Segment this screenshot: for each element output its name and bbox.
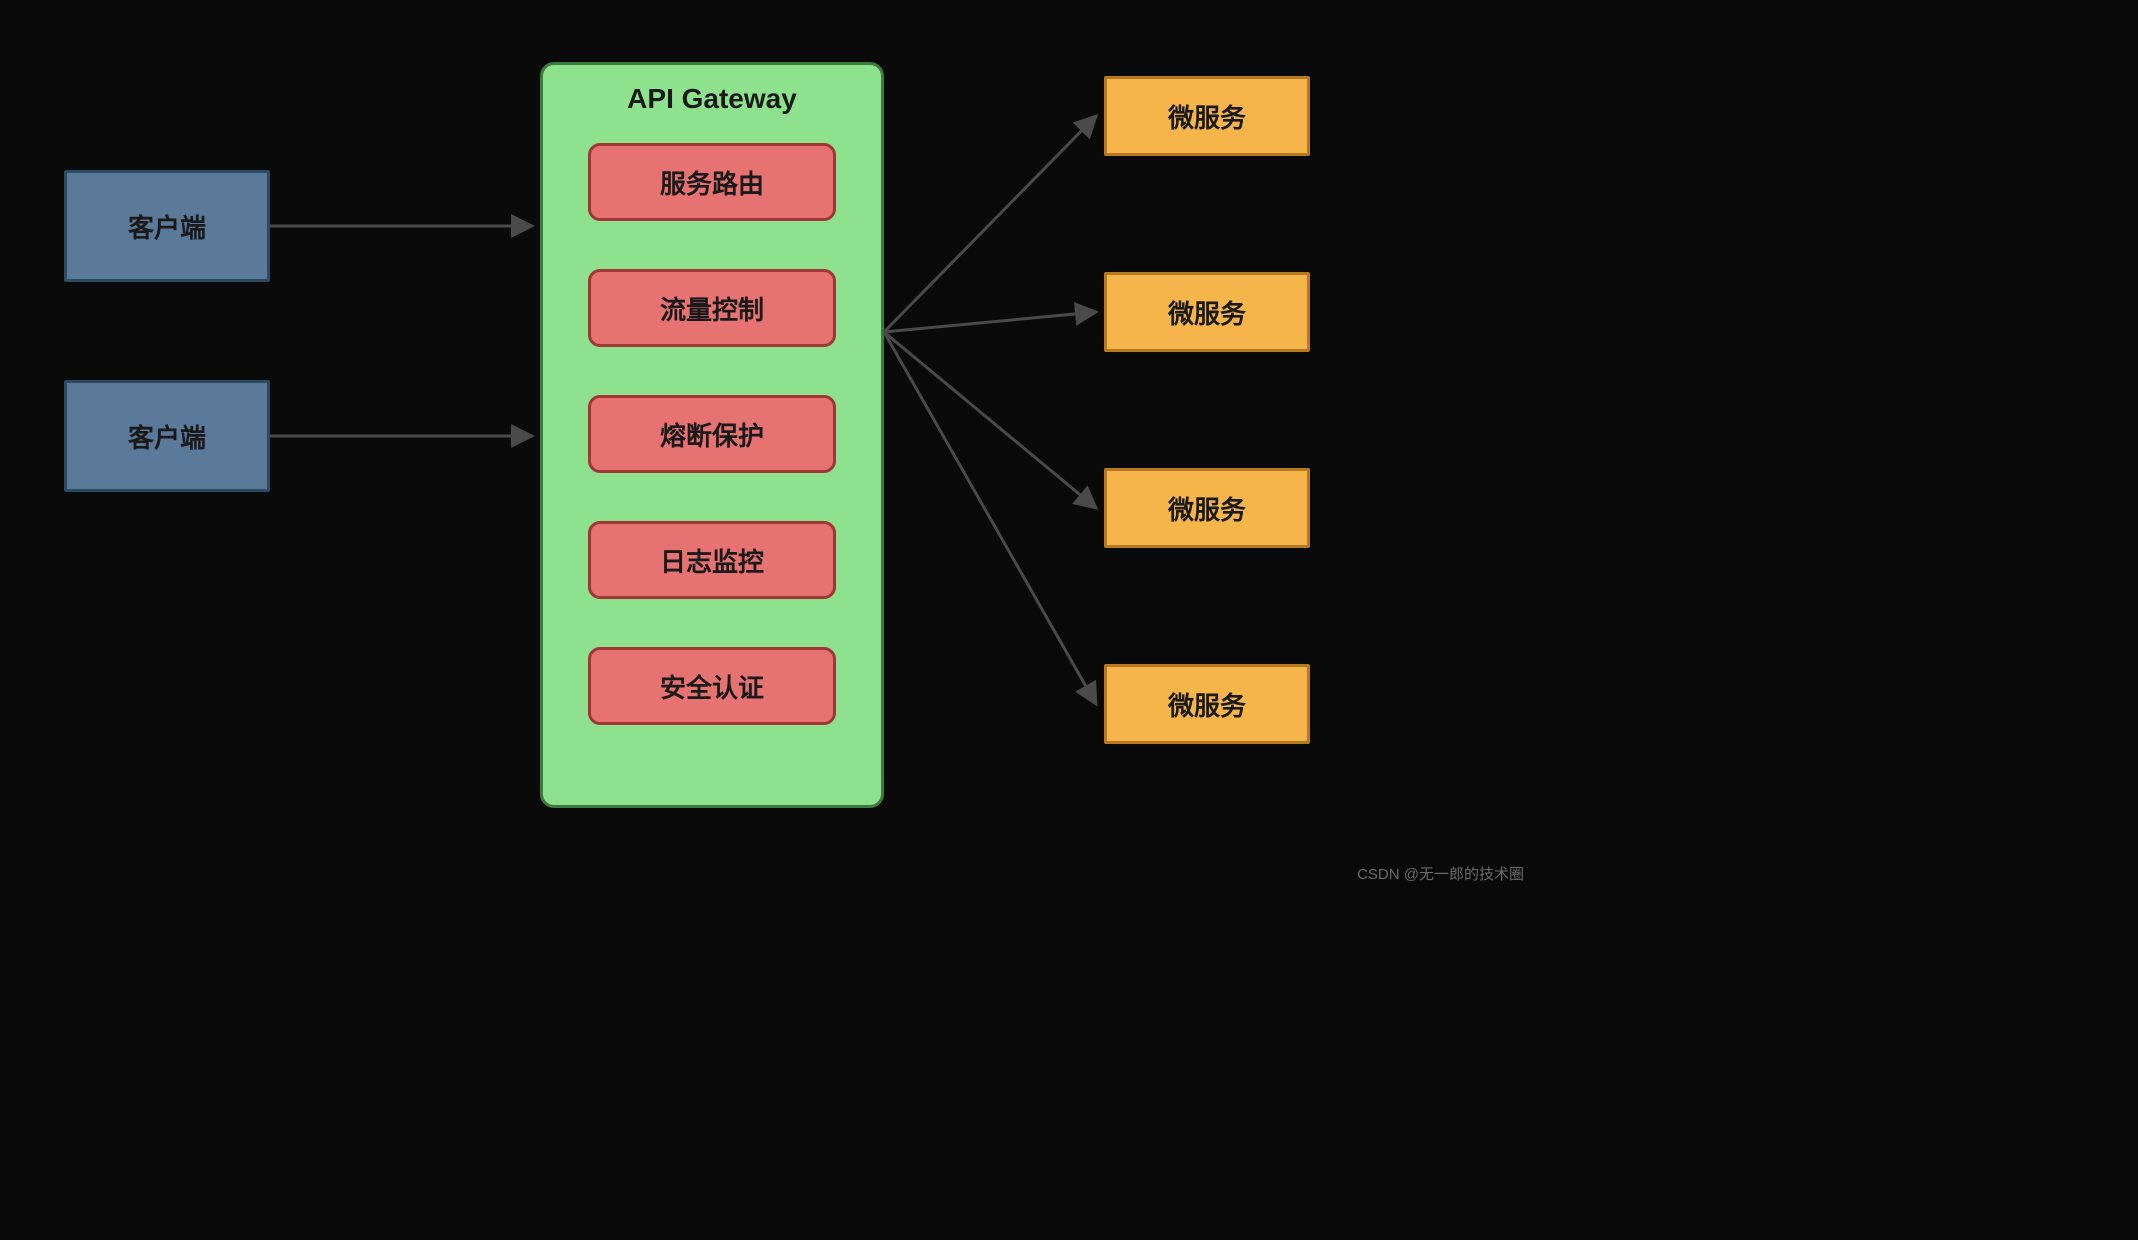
feature-traffic-control: 流量控制 [588, 269, 836, 347]
feature-label: 流量控制 [660, 290, 764, 327]
microservice-box: 微服务 [1104, 76, 1310, 156]
feature-label: 熔断保护 [660, 416, 764, 453]
edge-gateway-service [884, 332, 1096, 508]
feature-security: 安全认证 [588, 647, 836, 725]
service-label: 微服务 [1168, 294, 1246, 331]
service-label: 微服务 [1168, 686, 1246, 723]
feature-circuit-breaker: 熔断保护 [588, 395, 836, 473]
feature-label: 服务路由 [660, 164, 764, 201]
api-gateway-container: API Gateway 服务路由 流量控制 熔断保护 日志监控 安全认证 [540, 62, 884, 808]
feature-logging: 日志监控 [588, 521, 836, 599]
client-box: 客户端 [64, 170, 270, 282]
edge-gateway-service [884, 312, 1096, 332]
feature-label: 日志监控 [660, 542, 764, 579]
feature-routing: 服务路由 [588, 143, 836, 221]
edge-gateway-service [884, 332, 1096, 704]
client-box: 客户端 [64, 380, 270, 492]
feature-label: 安全认证 [660, 668, 764, 705]
client-label: 客户端 [128, 208, 206, 245]
service-label: 微服务 [1168, 98, 1246, 135]
edge-gateway-service [884, 116, 1096, 332]
microservice-box: 微服务 [1104, 272, 1310, 352]
service-label: 微服务 [1168, 490, 1246, 527]
microservice-box: 微服务 [1104, 468, 1310, 548]
client-label: 客户端 [128, 418, 206, 455]
watermark: CSDN @无一郎的技术圈 [1357, 863, 1524, 884]
microservice-box: 微服务 [1104, 664, 1310, 744]
gateway-title: API Gateway [627, 83, 797, 115]
